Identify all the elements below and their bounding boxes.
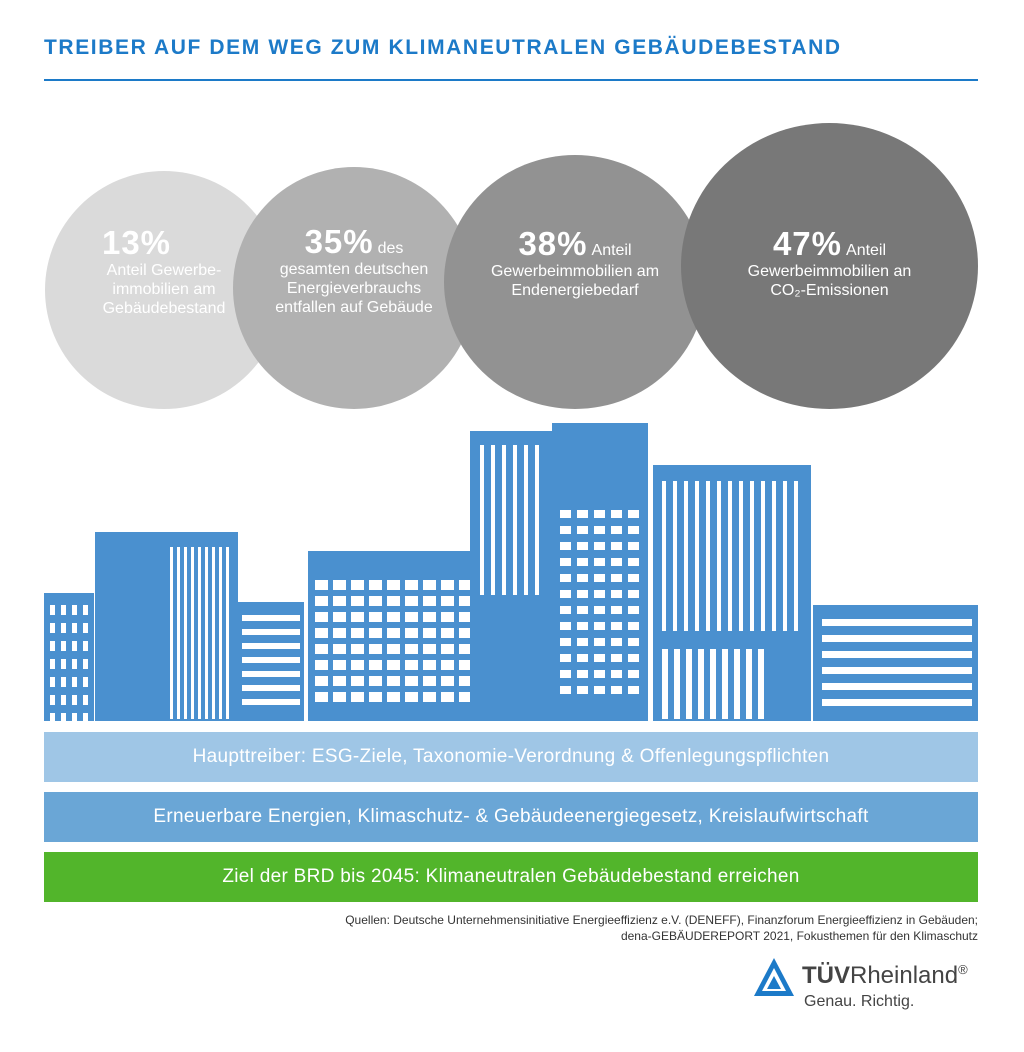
stat-4-value: 47%	[772, 225, 843, 262]
stat-3-value: 38%	[518, 225, 588, 262]
page-title: TREIBER AUF DEM WEG ZUM KLIMANEUTRALEN G…	[44, 36, 842, 59]
tuv-rheinland-logo: TÜVRheinland® Genau. Richtig.	[752, 956, 992, 1026]
logo-brand: TÜVRheinland®	[802, 962, 968, 989]
stat-2-value: 35%	[304, 223, 374, 260]
sources-note: Quellen: Deutsche Unternehmensinitiative…	[345, 913, 978, 943]
triangle-logo-icon	[754, 958, 794, 996]
stat-2-inline: des	[377, 240, 404, 257]
stat-circle-3: 38% Anteil Gewerbeimmobilien am Endenergi…	[444, 155, 706, 409]
stat-2-text: gesamten deutschen Energieverbrauchs ent…	[275, 261, 433, 316]
stat-circle-4: 47% Anteil Gewerbeimmobilien an CO₂-Emiss…	[681, 123, 978, 409]
goal-band: Ziel der BRD bis 2045: Klimaneutralen Ge…	[44, 852, 978, 902]
title-divider	[44, 79, 978, 81]
stat-4-inline: Anteil	[846, 242, 887, 259]
building-striped	[95, 532, 238, 721]
driver-band-laws: Erneuerbare Energien, Klimaschutz- & Geb…	[44, 792, 978, 842]
stat-3-inline: Anteil	[591, 242, 632, 259]
stat-1-value: 13%	[101, 224, 172, 261]
stat-circle-2: 35% des gesamten deutschen Energieverbrau…	[233, 167, 475, 409]
stat-4-text: Gewerbeimmobilien an CO₂-Emissionen	[747, 263, 912, 299]
driver-band-main: Haupttreiber: ESG-Ziele, Taxonomie-Veror…	[44, 732, 978, 782]
logo-tagline: Genau. Richtig.	[804, 993, 915, 1010]
city-skyline-illustration	[44, 423, 978, 723]
stat-1-text: Anteil Gewerbe- immobilien am Gebäudebes…	[102, 262, 226, 317]
stat-3-text: Gewerbeimmobilien am Endenergiebedarf	[490, 263, 660, 299]
